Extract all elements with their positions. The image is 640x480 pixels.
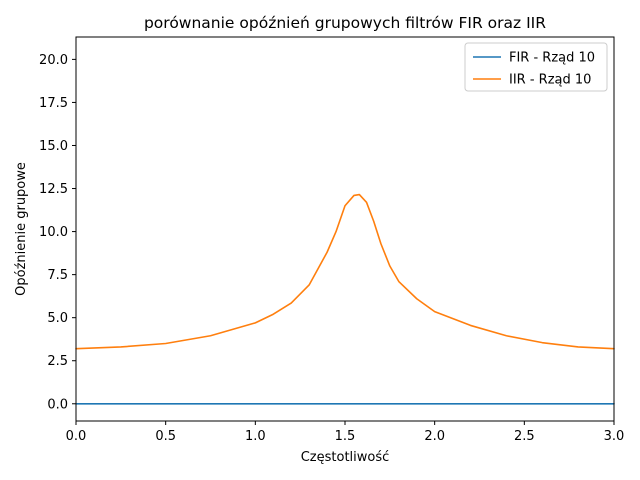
y-tick-label: 17.5 xyxy=(39,96,68,111)
x-axis-label: Częstotliwość xyxy=(301,450,390,465)
x-tick-label: 0.0 xyxy=(66,429,87,444)
y-tick-label: 10.0 xyxy=(39,225,68,240)
x-tick-label: 2.0 xyxy=(424,429,445,444)
legend: FIR - Rząd 10 IIR - Rząd 10 xyxy=(464,42,608,92)
x-tick-label: 1.0 xyxy=(245,429,266,444)
y-tick-label: 7.5 xyxy=(47,268,68,283)
x-tick-label: 3.0 xyxy=(604,429,625,444)
x-axis-ticks: 0.0 0.5 1.0 1.5 2.0 2.5 3.0 xyxy=(66,421,625,444)
legend-label-1: FIR - Rząd 10 xyxy=(509,51,595,66)
x-tick-label: 2.5 xyxy=(514,429,535,444)
y-tick-label: 12.5 xyxy=(39,182,68,197)
chart-title: porównanie opóźnień grupowych filtrów FI… xyxy=(144,14,546,32)
x-tick-label: 0.5 xyxy=(155,429,176,444)
y-tick-label: 20.0 xyxy=(39,53,68,68)
y-axis-ticks: 0.0 2.5 5.0 7.5 10.0 12.5 15.0 17.5 20.0 xyxy=(39,53,76,412)
x-tick-label: 1.5 xyxy=(335,429,356,444)
y-tick-label: 0.0 xyxy=(47,397,68,412)
legend-label-2: IIR - Rząd 10 xyxy=(509,73,591,88)
series-layer xyxy=(75,193,615,405)
y-tick-label: 5.0 xyxy=(47,311,68,326)
y-axis-label: Opóźnienie grupowe xyxy=(14,162,29,296)
y-tick-label: 2.5 xyxy=(47,354,68,369)
series-line-2 xyxy=(75,193,615,350)
y-tick-label: 15.0 xyxy=(39,139,68,154)
